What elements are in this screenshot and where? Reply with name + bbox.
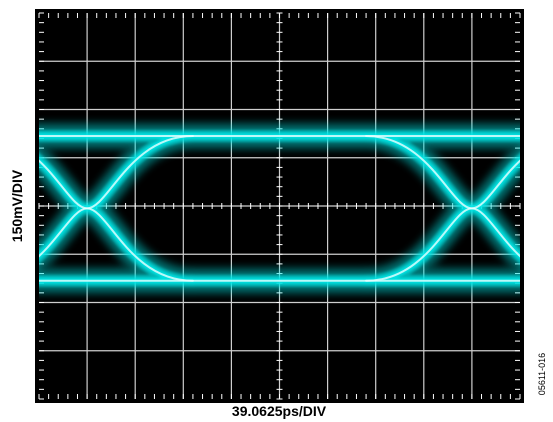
eye-traces [39,121,520,296]
y-axis-label: 150mV/DIV [9,169,25,242]
figure-id: 05611-016 [537,353,547,395]
eye-trace-core [39,135,194,258]
eye-trace-core [365,159,520,282]
x-axis-label: 39.0625ps/DIV [232,403,327,419]
trace-core-layer [39,135,520,282]
